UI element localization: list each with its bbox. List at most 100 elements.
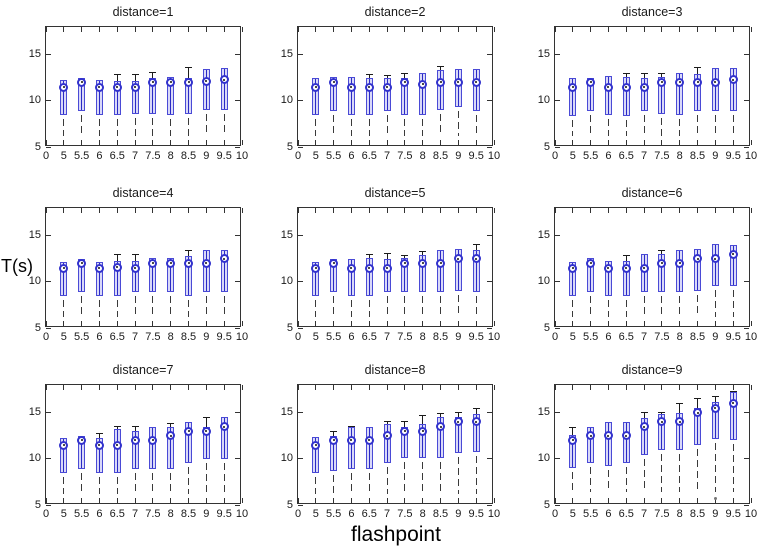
x-tick-label: 8.5 bbox=[689, 150, 706, 162]
lower-whisker bbox=[457, 107, 459, 136]
median-marker bbox=[346, 263, 356, 273]
x-tick-mark bbox=[368, 140, 370, 145]
lower-whisker bbox=[404, 114, 406, 136]
median-marker bbox=[710, 77, 720, 87]
x-tick-mark-top bbox=[457, 385, 459, 390]
x-tick-label: 7.5 bbox=[397, 331, 413, 343]
median-marker bbox=[130, 263, 140, 273]
x-tick-mark bbox=[134, 140, 136, 145]
x-tick-mark-top bbox=[81, 27, 83, 32]
x-tick-label: 6 bbox=[605, 331, 612, 343]
x-tick-mark bbox=[440, 140, 442, 145]
x-tick-mark bbox=[643, 321, 645, 326]
box-center-line bbox=[134, 432, 136, 468]
box-center-line bbox=[475, 414, 477, 452]
y-tick-mark bbox=[555, 54, 560, 56]
upper-whisker-cap bbox=[419, 414, 427, 416]
x-tick-label: 7 bbox=[641, 508, 648, 520]
x-tick-mark-top bbox=[386, 385, 388, 390]
upper-whisker-cap bbox=[401, 72, 409, 74]
x-tick-label: 6.5 bbox=[109, 508, 125, 520]
x-tick-mark-top bbox=[643, 208, 645, 213]
box-center-line bbox=[152, 258, 154, 291]
box-center-line bbox=[63, 80, 65, 114]
y-tick-mark bbox=[46, 281, 51, 283]
x-tick-mark bbox=[493, 140, 495, 145]
x-tick-mark-top bbox=[714, 208, 716, 213]
y-tick-mark bbox=[46, 235, 51, 237]
box-center-line bbox=[422, 424, 424, 457]
median-marker bbox=[728, 75, 738, 85]
lower-whisker bbox=[315, 295, 317, 317]
x-tick-label: 5 bbox=[60, 508, 67, 520]
y-tick-label: 10 bbox=[28, 94, 41, 107]
y-tick-mark-right bbox=[487, 458, 492, 460]
upper-whisker bbox=[661, 250, 663, 255]
x-tick-label: 9.5 bbox=[468, 150, 484, 162]
upper-whisker bbox=[404, 421, 406, 427]
box-center-line bbox=[223, 418, 225, 458]
box-center-line bbox=[714, 245, 716, 286]
x-tick-label: 7.5 bbox=[654, 331, 670, 343]
y-tick-mark bbox=[555, 412, 560, 414]
box-center-line bbox=[572, 262, 574, 295]
median-marker bbox=[130, 82, 140, 92]
box-center-line bbox=[404, 427, 406, 457]
plot-area: 0 5 5.5 6 6.5 7 7.5 8 8.5 9 9.5 10 5 10 15 bbox=[29, 207, 248, 343]
x-tick-label: 7 bbox=[384, 150, 391, 162]
x-tick-mark-top bbox=[63, 208, 65, 213]
y-tick-mark bbox=[298, 146, 303, 148]
x-tick-mark bbox=[457, 140, 459, 145]
x-tick-mark-top bbox=[697, 27, 699, 32]
subplot-title: distance=9 bbox=[621, 363, 683, 377]
lower-whisker bbox=[475, 452, 477, 494]
x-tick-mark-top bbox=[81, 385, 83, 390]
x-tick-label: 0 bbox=[42, 331, 50, 343]
upper-whisker bbox=[205, 417, 207, 427]
x-tick-label: 0 bbox=[42, 150, 50, 162]
x-tick-mark-top bbox=[590, 27, 592, 32]
median-marker bbox=[201, 426, 211, 436]
lower-whisker bbox=[98, 114, 100, 136]
x-tick-label: 0 bbox=[551, 508, 559, 520]
x-tick-label: 6 bbox=[348, 150, 355, 162]
y-tick-label: 5 bbox=[286, 498, 293, 511]
y-tick-mark-right bbox=[235, 146, 240, 148]
x-tick-mark-top bbox=[475, 27, 477, 32]
lower-whisker bbox=[188, 113, 190, 136]
median-marker bbox=[453, 77, 463, 87]
median-marker bbox=[112, 82, 122, 92]
median-marker bbox=[59, 440, 69, 450]
lower-whisker bbox=[170, 292, 172, 317]
x-tick-label: 10 bbox=[235, 150, 249, 162]
x-tick-mark bbox=[457, 321, 459, 326]
upper-whisker-cap bbox=[185, 67, 193, 69]
upper-whisker-cap bbox=[437, 66, 445, 68]
x-tick-mark-top bbox=[732, 27, 734, 32]
y-tick-mark-right bbox=[487, 281, 492, 283]
x-tick-label: 5.5 bbox=[325, 331, 342, 343]
box-center-line bbox=[679, 250, 681, 291]
box-center-line bbox=[350, 77, 352, 114]
x-tick-label: 6.5 bbox=[109, 150, 125, 162]
upper-whisker-cap bbox=[419, 250, 427, 252]
x-tick-mark bbox=[98, 321, 100, 326]
x-tick-mark bbox=[63, 498, 65, 503]
lower-whisker bbox=[679, 449, 681, 493]
lower-whisker bbox=[679, 114, 681, 136]
x-tick-mark bbox=[188, 140, 190, 145]
box-center-line bbox=[188, 78, 190, 113]
lower-whisker bbox=[572, 468, 574, 493]
x-tick-mark bbox=[170, 498, 172, 503]
lower-whisker bbox=[697, 291, 699, 317]
lower-whisker bbox=[386, 463, 388, 494]
y-axis-label: T(s) bbox=[1, 256, 33, 276]
x-tick-mark bbox=[572, 498, 574, 503]
median-marker bbox=[77, 77, 87, 87]
x-tick-mark bbox=[590, 321, 592, 326]
y-tick-label: 10 bbox=[537, 452, 550, 465]
upper-whisker-cap bbox=[658, 412, 666, 414]
box-center-line bbox=[81, 78, 83, 110]
box-center-line bbox=[440, 71, 442, 110]
box-center-line bbox=[315, 78, 317, 114]
